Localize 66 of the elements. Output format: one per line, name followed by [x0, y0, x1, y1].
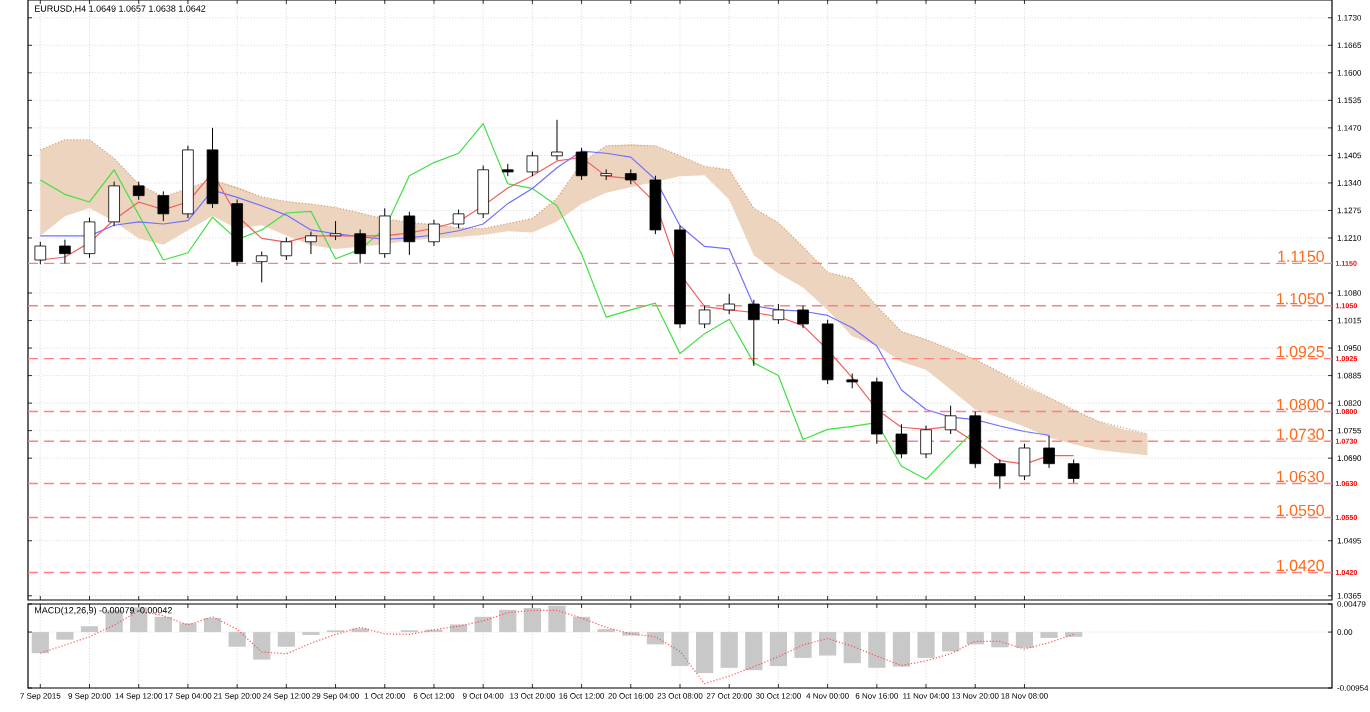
bar [154, 616, 172, 633]
candlestick [280, 237, 293, 261]
candlestick [83, 217, 96, 259]
candlestick [59, 239, 71, 264]
bar [1040, 632, 1058, 638]
candlestick [551, 119, 563, 161]
candlestick [895, 423, 908, 459]
bar [794, 632, 812, 658]
candlestick [748, 299, 760, 367]
candlestick [305, 231, 317, 255]
candlestick [969, 411, 982, 469]
candlestick [797, 305, 809, 329]
candlestick [403, 211, 416, 256]
bar [695, 632, 714, 674]
bar [523, 608, 541, 633]
candlestick [944, 405, 957, 435]
bar [56, 632, 74, 640]
bar [745, 632, 763, 671]
candlestick [575, 147, 588, 181]
bar [646, 632, 665, 645]
candlestick [723, 293, 736, 315]
candlestick [452, 209, 465, 229]
bar [105, 610, 123, 633]
candlestick [34, 241, 47, 265]
candlestick [994, 458, 1006, 490]
bar [892, 632, 911, 667]
candlestick [698, 305, 711, 329]
bar [942, 632, 960, 652]
candlestick [255, 251, 268, 283]
candlestick [920, 425, 932, 459]
candlestick [477, 165, 489, 219]
bar [179, 623, 197, 633]
candlestick [428, 219, 440, 247]
candlestick [354, 228, 366, 264]
bar [203, 618, 222, 633]
bar [548, 605, 566, 633]
bar [966, 632, 984, 645]
candlestick [772, 303, 785, 325]
bar [991, 632, 1009, 648]
bar [228, 632, 246, 647]
bar [80, 626, 99, 633]
candlestick [157, 190, 170, 222]
candlestick [132, 181, 145, 201]
bar [769, 632, 788, 667]
bar [1015, 632, 1034, 648]
bar [253, 632, 271, 660]
candlestick [329, 220, 342, 241]
bar [671, 632, 689, 667]
bar [474, 616, 492, 633]
bar [31, 632, 49, 654]
candlestick [526, 151, 539, 177]
bar [277, 632, 295, 647]
candlestick [1067, 458, 1080, 484]
candlestick [1043, 435, 1055, 469]
bar [868, 632, 886, 668]
candlestick [1018, 443, 1031, 481]
bar [720, 632, 738, 668]
candlestick [108, 181, 120, 227]
bar [572, 616, 591, 633]
bar [917, 632, 935, 658]
bar [819, 632, 837, 656]
bar [499, 609, 517, 633]
candlestick [378, 207, 391, 259]
bar [843, 632, 861, 664]
bar [449, 624, 468, 633]
line-series [39, 609, 1075, 685]
